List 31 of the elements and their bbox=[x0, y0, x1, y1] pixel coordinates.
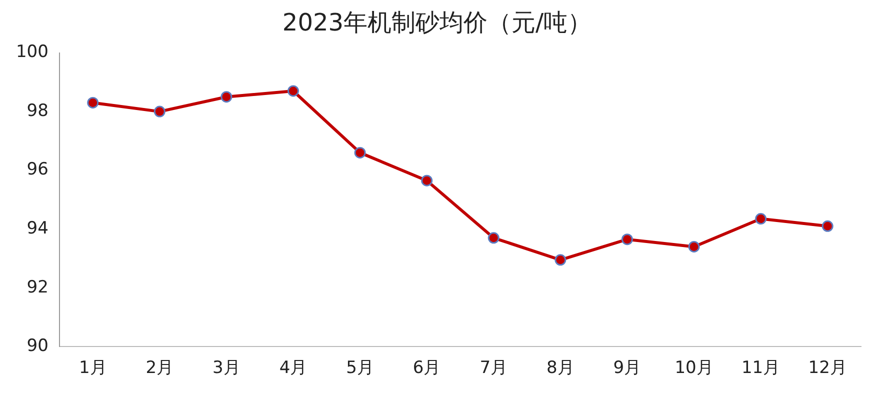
y-tick-label: 98 bbox=[26, 100, 48, 121]
chart-title: 2023年机制砂均价（元/吨） bbox=[282, 8, 592, 37]
x-tick-label: 1月 bbox=[78, 358, 107, 378]
x-tick-label: 2月 bbox=[146, 358, 174, 378]
point bbox=[822, 220, 834, 232]
y-tick-label: 94 bbox=[26, 218, 48, 238]
point bbox=[354, 146, 366, 158]
point bbox=[87, 96, 99, 108]
x-tick-label: 9月 bbox=[613, 358, 642, 378]
y-tick-label: 92 bbox=[26, 277, 48, 298]
y-tick-label: 90 bbox=[26, 336, 48, 356]
x-tick-label: 6月 bbox=[412, 358, 441, 378]
y-tick-label: 100 bbox=[16, 42, 48, 62]
point bbox=[421, 174, 433, 186]
point bbox=[287, 85, 299, 97]
point bbox=[154, 106, 166, 118]
x-tick-label: 5月 bbox=[346, 358, 374, 378]
x-tick-label: 8月 bbox=[546, 358, 574, 378]
x-tick-label: 4月 bbox=[279, 358, 308, 378]
x-tick-label: 11月 bbox=[741, 358, 780, 378]
point bbox=[554, 254, 566, 266]
y-tick-label: 96 bbox=[26, 160, 48, 180]
x-tick-label: 12月 bbox=[808, 358, 847, 378]
x-tick-label: 7月 bbox=[480, 358, 508, 378]
point bbox=[688, 240, 700, 252]
x-tick-label: 10月 bbox=[674, 358, 714, 378]
point bbox=[488, 232, 500, 244]
x-tick-label: 3月 bbox=[212, 358, 240, 378]
point bbox=[755, 213, 767, 225]
point bbox=[621, 234, 633, 246]
point bbox=[220, 91, 232, 103]
